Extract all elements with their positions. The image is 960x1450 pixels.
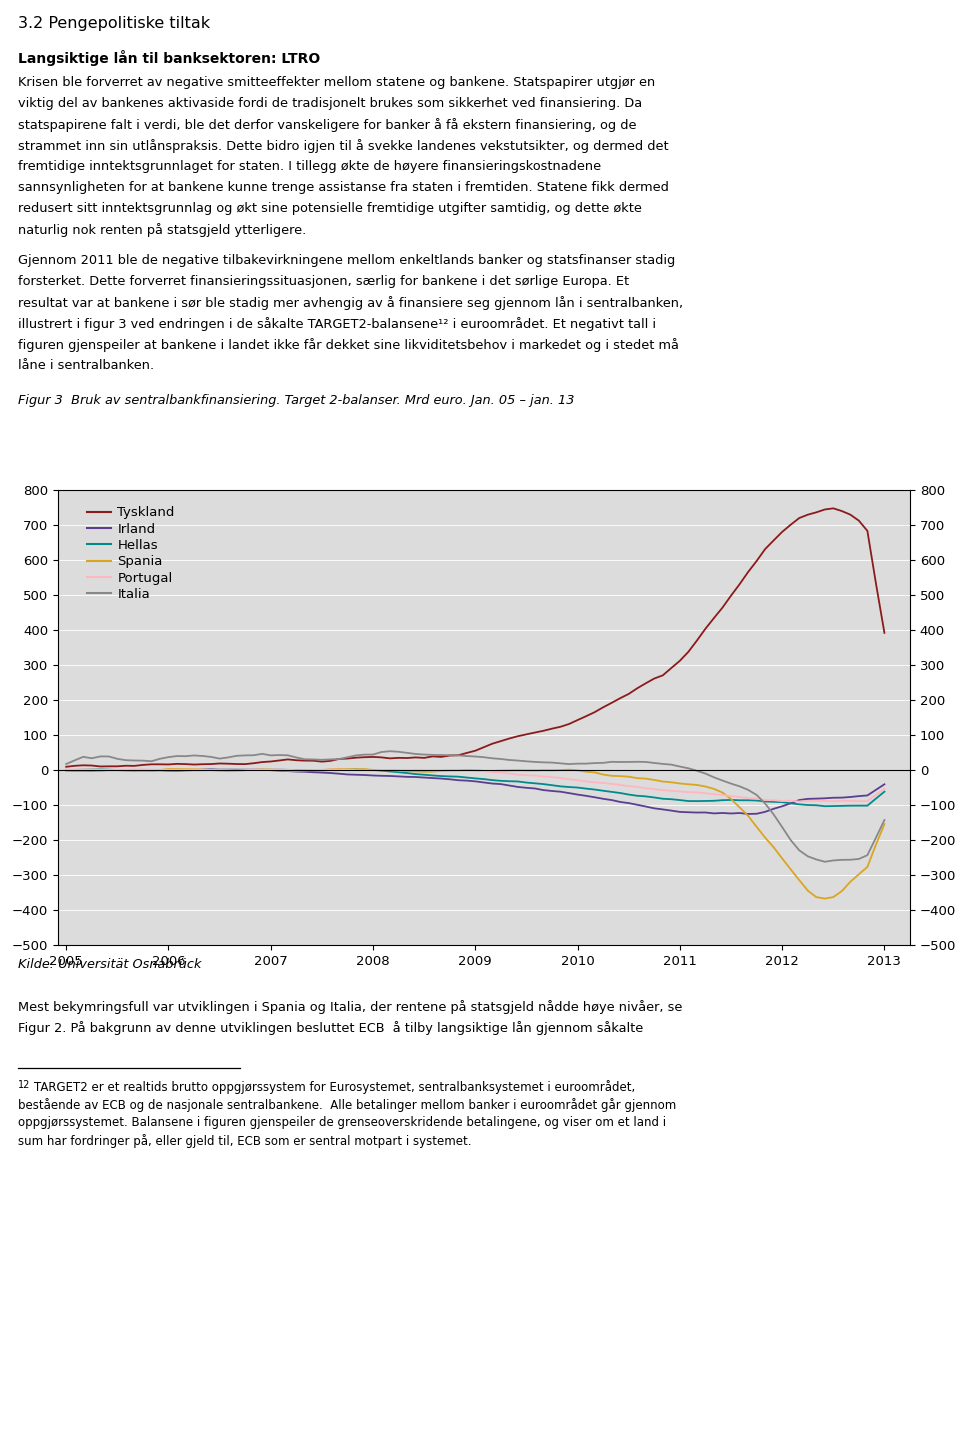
- Text: Figur 3  Bruk av sentralbankfinansiering. Target 2-balanser. Mrd euro. Jan. 05 –: Figur 3 Bruk av sentralbankfinansiering.…: [18, 394, 574, 407]
- Text: oppgjørssystemet. Balansene i figuren gjenspeiler de grenseoverskridende betalin: oppgjørssystemet. Balansene i figuren gj…: [18, 1116, 666, 1130]
- Text: statspapirene falt i verdi, ble det derfor vanskeligere for banker å få ekstern : statspapirene falt i verdi, ble det derf…: [18, 117, 636, 132]
- Text: 3.2 Pengepolitiske tiltak: 3.2 Pengepolitiske tiltak: [18, 16, 210, 30]
- Text: Gjennom 2011 ble de negative tilbakevirkningene mellom enkeltlands banker og sta: Gjennom 2011 ble de negative tilbakevirk…: [18, 254, 675, 267]
- Text: Krisen ble forverret av negative smitteeffekter mellom statene og bankene. Stats: Krisen ble forverret av negative smittee…: [18, 75, 656, 88]
- Text: TARGET2 er et realtids brutto oppgjørssystem for Eurosystemet, sentralbanksystem: TARGET2 er et realtids brutto oppgjørssy…: [34, 1080, 636, 1093]
- Text: Langsiktige lån til banksektoren: LTRO: Langsiktige lån til banksektoren: LTRO: [18, 49, 321, 67]
- Text: låne i sentralbanken.: låne i sentralbanken.: [18, 360, 155, 373]
- Text: forsterket. Dette forverret finansieringssituasjonen, særlig for bankene i det s: forsterket. Dette forverret finansiering…: [18, 276, 629, 289]
- Text: figuren gjenspeiler at bankene i landet ikke får dekket sine likviditetsbehov i : figuren gjenspeiler at bankene i landet …: [18, 338, 679, 352]
- Text: Mest bekymringsfull var utviklingen i Spania og Italia, der rentene på statsgjel: Mest bekymringsfull var utviklingen i Sp…: [18, 1000, 683, 1014]
- Text: sum har fordringer på, eller gjeld til, ECB som er sentral motpart i systemet.: sum har fordringer på, eller gjeld til, …: [18, 1134, 471, 1148]
- Text: strammet inn sin utlånspraksis. Dette bidro igjen til å svekke landenes vekstuts: strammet inn sin utlånspraksis. Dette bi…: [18, 139, 668, 152]
- Text: sannsynligheten for at bankene kunne trenge assistanse fra staten i fremtiden. S: sannsynligheten for at bankene kunne tre…: [18, 181, 669, 194]
- Text: resultat var at bankene i sør ble stadig mer avhengig av å finansiere seg gjenno: resultat var at bankene i sør ble stadig…: [18, 296, 684, 310]
- Text: fremtidige inntektsgrunnlaget for staten. I tillegg økte de høyere finansierings: fremtidige inntektsgrunnlaget for staten…: [18, 160, 601, 173]
- Text: redusert sitt inntektsgrunnlag og økt sine potensielle fremtidige utgifter samti: redusert sitt inntektsgrunnlag og økt si…: [18, 202, 642, 215]
- Text: bestående av ECB og de nasjonale sentralbankene.  Alle betalinger mellom banker : bestående av ECB og de nasjonale sentral…: [18, 1098, 676, 1112]
- Text: 12: 12: [18, 1080, 31, 1090]
- Text: viktig del av bankenes aktivaside fordi de tradisjonelt brukes som sikkerhet ved: viktig del av bankenes aktivaside fordi …: [18, 97, 642, 110]
- Text: Figur 2. På bakgrunn av denne utviklingen besluttet ECB  å tilby langsiktige lån: Figur 2. På bakgrunn av denne utviklinge…: [18, 1021, 643, 1035]
- Legend: Tyskland, Irland, Hellas, Spania, Portugal, Italia: Tyskland, Irland, Hellas, Spania, Portug…: [82, 502, 180, 606]
- Text: Kilde: Universität Osnabrück: Kilde: Universität Osnabrück: [18, 958, 202, 972]
- Text: illustrert i figur 3 ved endringen i de såkalte TARGET2-balansene¹² i euroområde: illustrert i figur 3 ved endringen i de …: [18, 318, 656, 331]
- Text: naturlig nok renten på statsgjeld ytterligere.: naturlig nok renten på statsgjeld ytterl…: [18, 223, 306, 236]
